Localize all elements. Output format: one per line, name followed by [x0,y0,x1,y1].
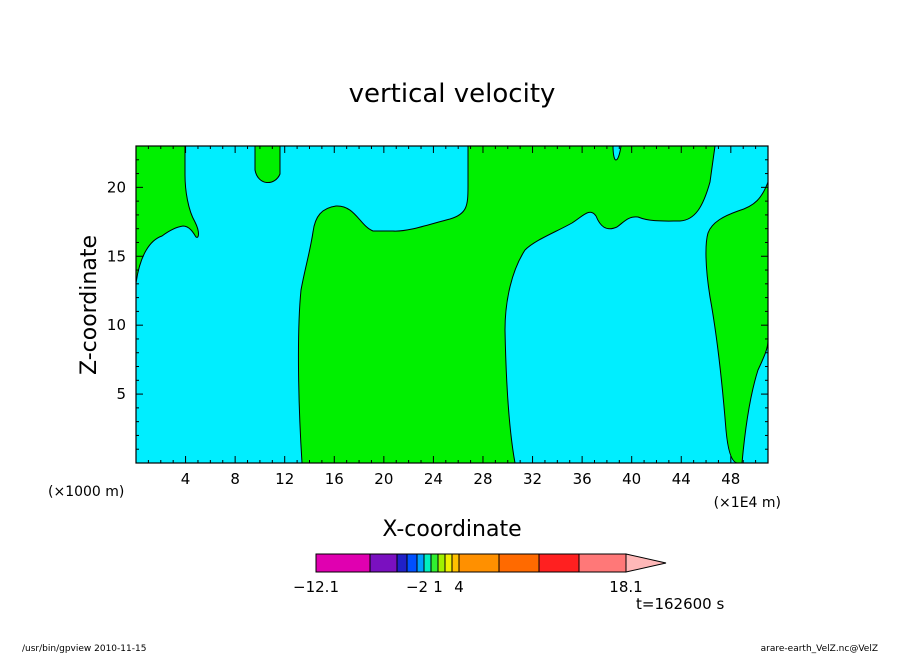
colorbar-swatch [430,553,439,573]
footer-right: arare-earth_VelZ.nc@VelZ [761,644,878,654]
colorbar-swatch [315,553,371,573]
colorbar-swatch [423,553,432,573]
colorbar-swatch [498,553,540,573]
negative-region-left [136,146,469,463]
colorbar-swatch [444,553,453,573]
colorbar-swatch [538,553,580,573]
colorbar-label: 18.1 [609,578,642,596]
y-tick-label: 5 [116,385,126,403]
x-tick-label: 12 [275,470,294,488]
x-tick-label: 8 [230,470,240,488]
y-tick-label: 20 [107,178,126,196]
y-tick-label: 15 [107,247,126,265]
colorbar: −12.1 −2 1 4 18.1 [293,553,667,596]
plot-frame [135,145,769,464]
x-axis-label: X-coordinate [382,517,521,542]
x-tick-label: 40 [622,470,641,488]
time-label: t=162600 s [636,595,724,613]
x-tick-label: 36 [573,470,592,488]
x-axis: 4 8 12 16 20 24 28 32 36 40 44 48 [147,146,757,488]
colorbar-extend-arrow [625,553,667,573]
colorbar-swatch [458,553,500,573]
colorbar-label: 1 [433,578,443,596]
x-tick-label: 24 [424,470,443,488]
colorbar-swatch [396,553,408,573]
plot-area [136,146,768,463]
colorbar-swatch [578,553,627,573]
x-tick-label: 32 [523,470,542,488]
y-axis-label: Z-coordinate [77,235,102,375]
colorbar-label: 4 [454,578,464,596]
y-axis: 5 10 15 20 [107,159,768,450]
negative-region-small [612,146,622,161]
x-unit-right-label: (×1E4 m) [714,495,781,511]
y-tick-label: 10 [107,316,126,334]
colorbar-label: −2 [406,578,428,596]
negative-region-middle [504,146,768,463]
x-tick-label: 16 [325,470,344,488]
x-tick-label: 44 [672,470,691,488]
x-tick-label: 28 [473,470,492,488]
x-tick-label: 4 [181,470,191,488]
footer-left: /usr/bin/gpview 2010-11-15 [22,644,146,654]
x-unit-left-label: (×1000 m) [48,484,124,500]
x-tick-label: 48 [721,470,740,488]
colorbar-swatch [369,553,398,573]
colorbar-label: −12.1 [293,578,339,596]
colorbar-swatch [451,553,460,573]
chart-title: vertical velocity [349,79,556,109]
colorbar-swatch [406,553,418,573]
x-tick-label: 20 [374,470,393,488]
colorbar-swatch [416,553,425,573]
colorbar-swatch [437,553,446,573]
